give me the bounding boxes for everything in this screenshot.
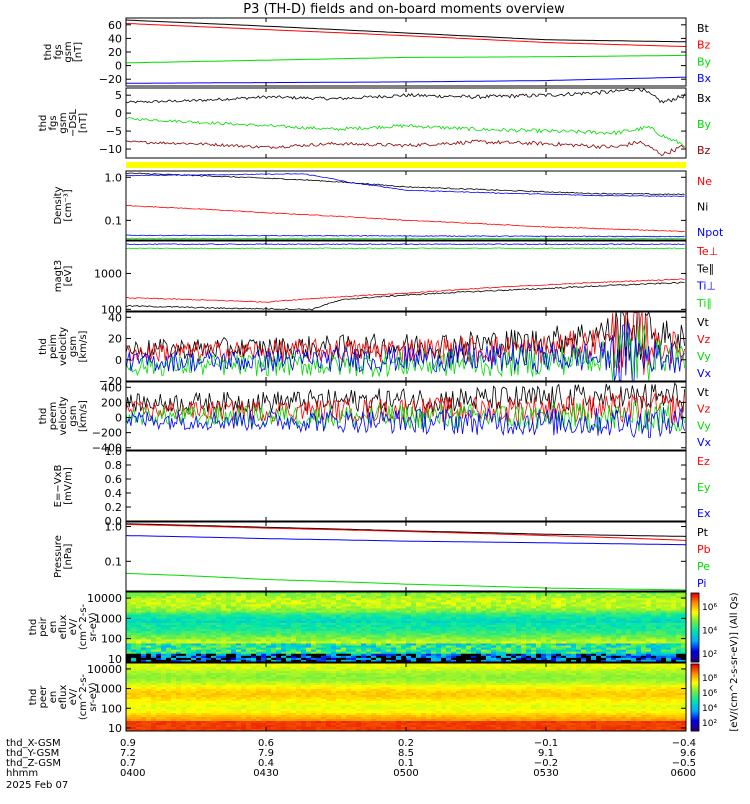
y-axis-label: [km/s] bbox=[78, 400, 89, 432]
legend-label: Npot bbox=[697, 226, 724, 239]
legend-label: Bt bbox=[697, 22, 710, 35]
y-tick-label: 40 bbox=[108, 32, 122, 45]
y-tick-label: 0.2 bbox=[105, 501, 123, 514]
legend-label: Bz bbox=[697, 39, 711, 52]
y-tick-label: 1.0 bbox=[105, 521, 123, 534]
legend-label: Vt bbox=[697, 316, 710, 329]
y-axis-label: [nT] bbox=[78, 113, 89, 133]
legend-label: Vy bbox=[697, 419, 711, 432]
y-tick-label: −10 bbox=[99, 143, 122, 156]
y-tick-label: 1000 bbox=[94, 267, 122, 280]
y-tick-label: 400 bbox=[101, 381, 122, 394]
y-tick-label: 100 bbox=[101, 633, 122, 646]
y-axis-label: [mV/m] bbox=[63, 467, 74, 505]
y-tick-label: 10000 bbox=[87, 592, 122, 605]
legend-label: Pb bbox=[697, 543, 711, 556]
legend-label: Ex bbox=[697, 507, 711, 520]
plot-title: P3 (TH-D) fields and on-board moments ov… bbox=[243, 2, 565, 17]
legend-label: Ni bbox=[697, 201, 708, 214]
legend-label: Vy bbox=[697, 350, 711, 363]
legend-label: Vt bbox=[697, 386, 710, 399]
legend-label: Ti∥ bbox=[696, 297, 712, 310]
y-tick-label: 20 bbox=[108, 46, 122, 59]
legend-label: Pi bbox=[697, 577, 706, 590]
legend-label: Te∥ bbox=[696, 262, 714, 275]
legend-label: Pe bbox=[697, 560, 710, 573]
legend-label: By bbox=[697, 118, 712, 131]
y-tick-label: 0 bbox=[115, 354, 122, 367]
legend-label: Bx bbox=[697, 72, 712, 85]
y-axis-label: [eV] bbox=[63, 266, 74, 287]
legend-label: Bx bbox=[697, 92, 712, 105]
legend-label: Ez bbox=[697, 455, 710, 468]
y-tick-label: 0 bbox=[115, 60, 122, 73]
y-tick-label: 0.1 bbox=[105, 555, 123, 568]
y-tick-label: 60 bbox=[108, 19, 122, 32]
y-tick-label: 1.0 bbox=[105, 445, 123, 458]
y-tick-label: −5 bbox=[106, 125, 122, 138]
y-tick-label: 0.8 bbox=[105, 459, 123, 472]
y-axis-label: [km/s] bbox=[78, 330, 89, 362]
y-tick-label: 0 bbox=[115, 107, 122, 120]
legend-label: Ey bbox=[697, 481, 711, 494]
y-tick-label: 0.1 bbox=[105, 214, 123, 227]
legend-label: Te⊥ bbox=[696, 245, 718, 258]
legend-label: Vz bbox=[697, 333, 711, 346]
y-axis-label: sr-eV) bbox=[88, 612, 99, 641]
legend-label: Pt bbox=[697, 526, 709, 539]
legend-label: By bbox=[697, 55, 712, 68]
y-tick-label: 200 bbox=[101, 396, 122, 409]
legend-label: Vx bbox=[697, 436, 712, 449]
legend-label: Bz bbox=[697, 144, 711, 157]
y-axis-label: [cm⁻³] bbox=[63, 189, 74, 221]
legend-label: Vz bbox=[697, 403, 711, 416]
legend-label: Vx bbox=[697, 367, 712, 380]
y-tick-label: 0 bbox=[115, 412, 122, 425]
y-tick-label: 1.0 bbox=[105, 171, 123, 184]
y-tick-label: 0.6 bbox=[105, 473, 123, 486]
y-tick-label: −20 bbox=[99, 73, 122, 86]
y-tick-label: −200 bbox=[92, 427, 122, 440]
legend-label: Ne bbox=[697, 175, 712, 188]
y-axis-label: [nT] bbox=[73, 42, 84, 62]
legend-label: Ti⊥ bbox=[696, 280, 716, 293]
y-tick-label: 40 bbox=[108, 311, 122, 324]
y-tick-label: 0.4 bbox=[105, 487, 123, 500]
y-axis-label: [nPa] bbox=[63, 543, 74, 569]
y-tick-label: 5 bbox=[115, 89, 122, 102]
y-tick-label: 20 bbox=[108, 333, 122, 346]
